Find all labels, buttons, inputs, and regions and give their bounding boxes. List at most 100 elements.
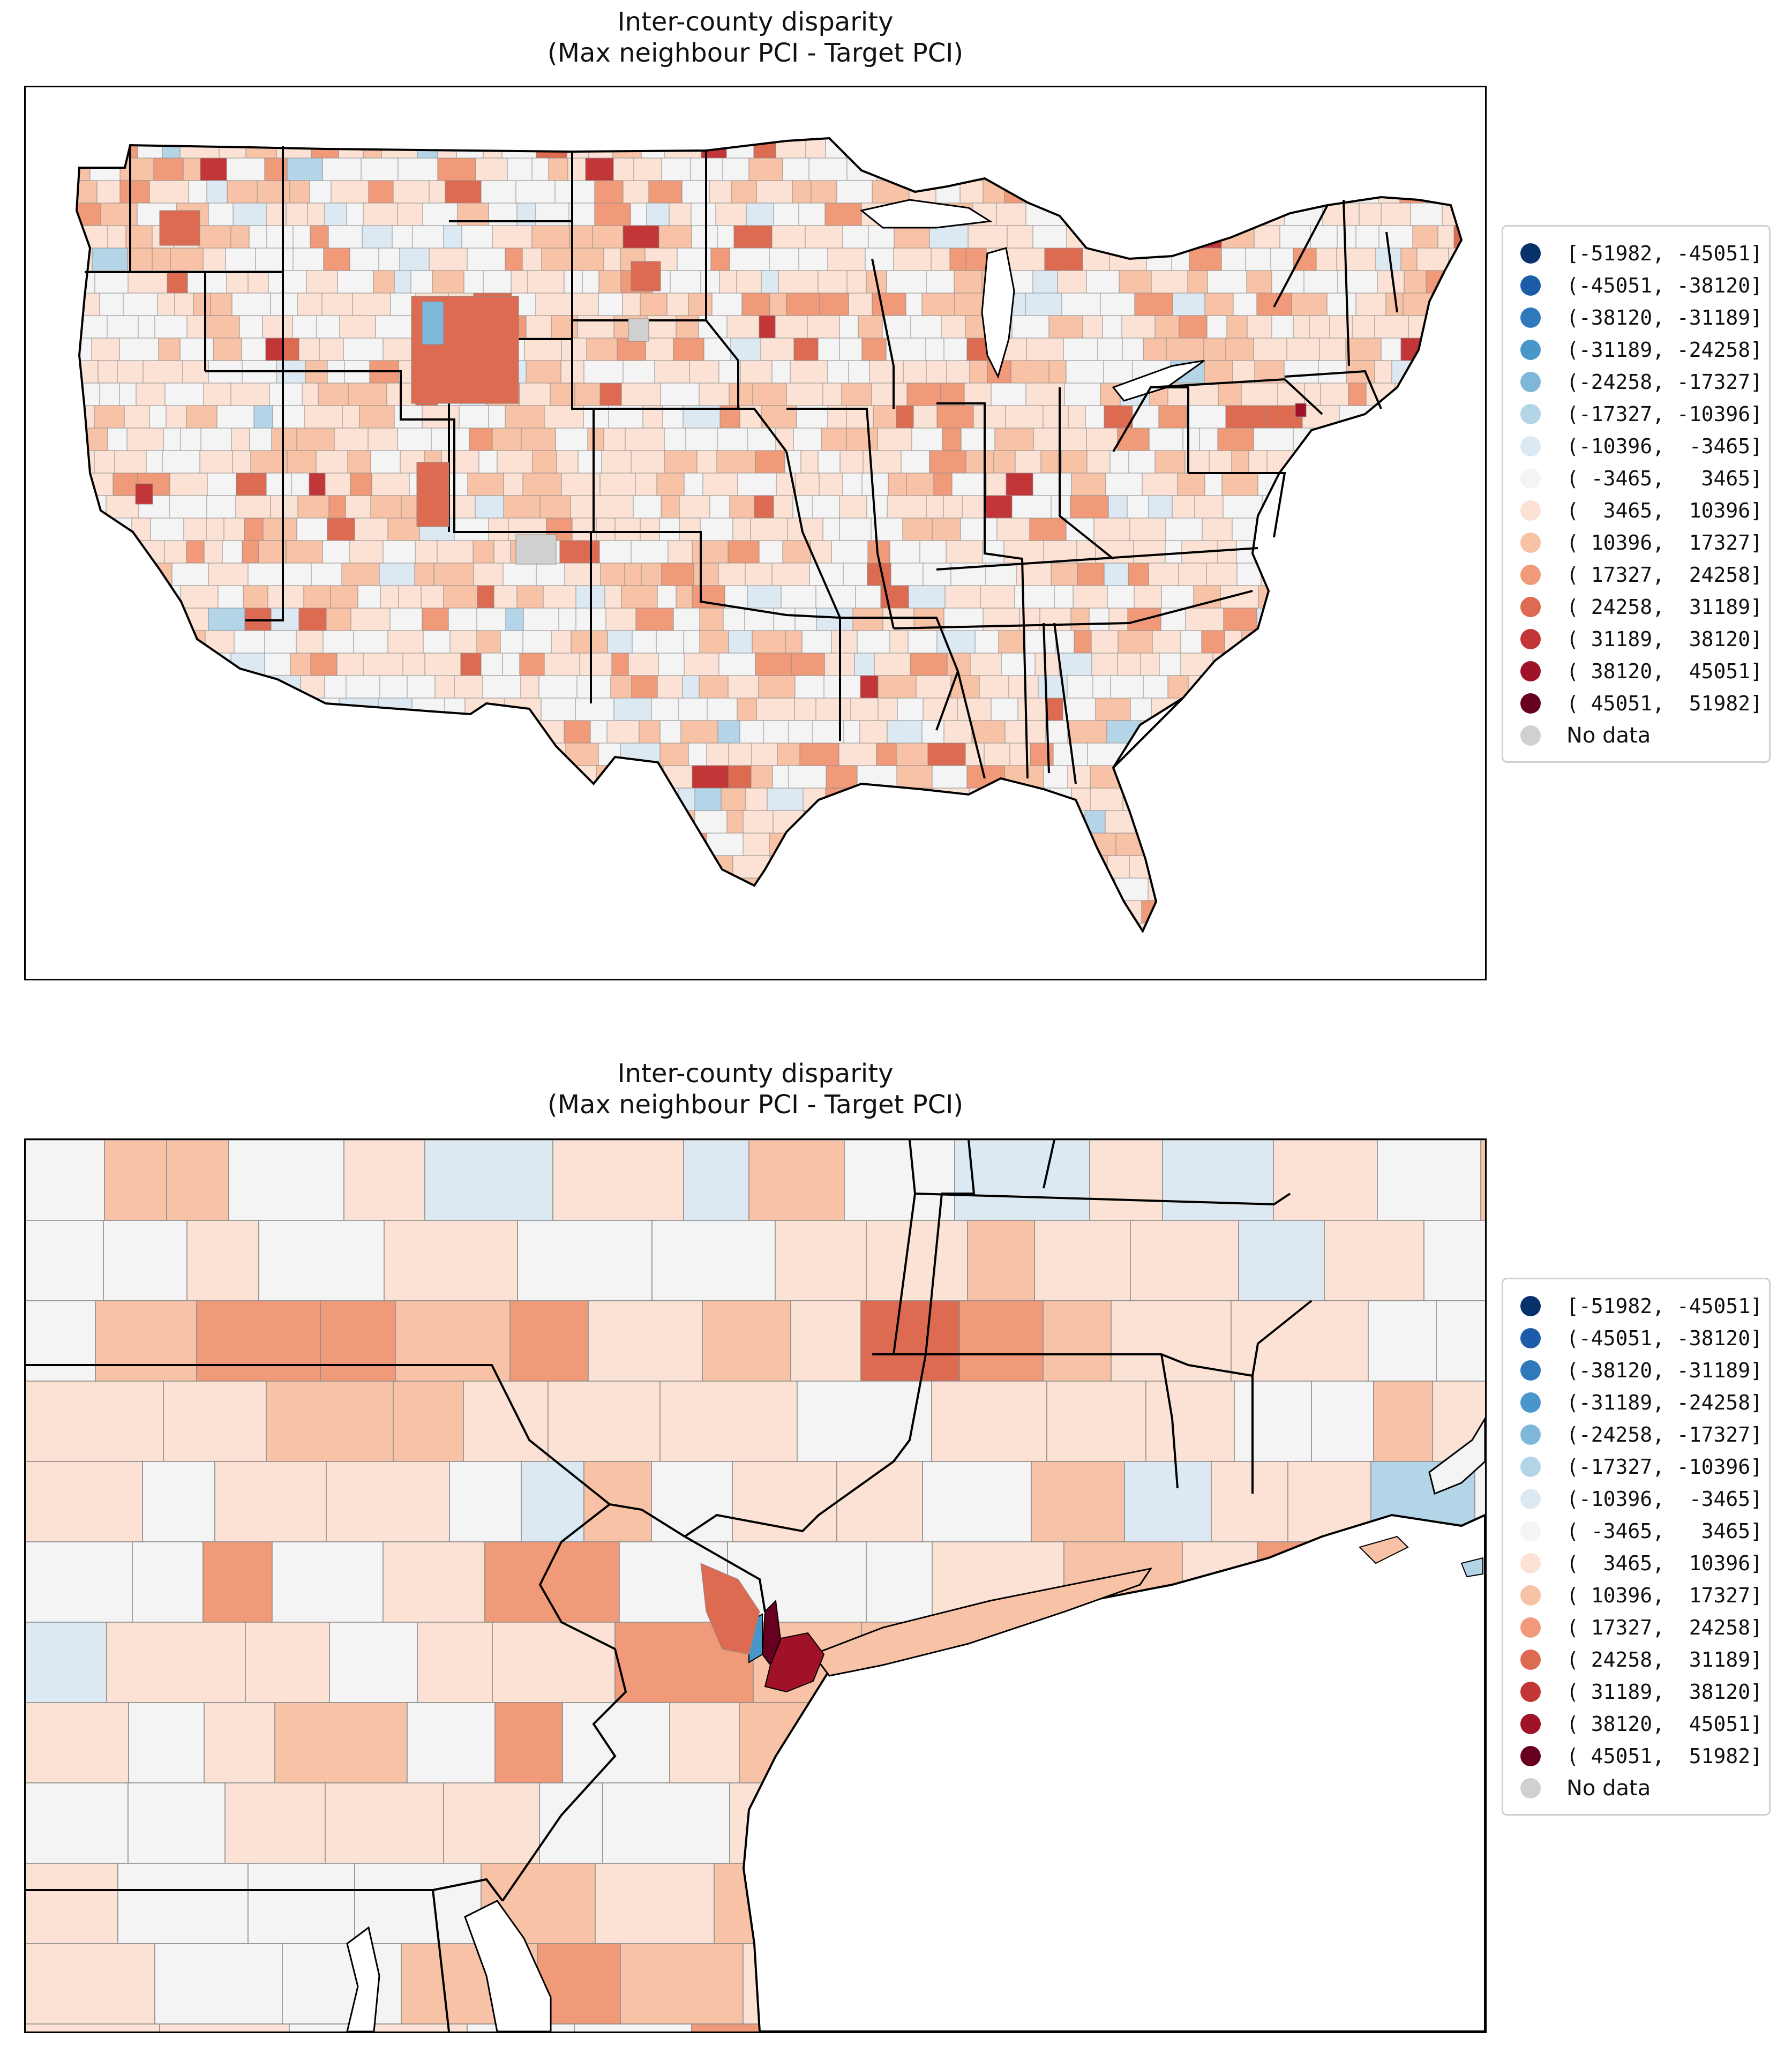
county xyxy=(1118,630,1153,654)
county xyxy=(26,1702,129,1783)
county xyxy=(1293,675,1310,699)
county xyxy=(657,675,683,699)
county xyxy=(567,158,586,181)
county xyxy=(906,473,934,496)
county xyxy=(855,833,884,856)
county xyxy=(1377,1140,1481,1221)
county xyxy=(794,675,824,699)
county xyxy=(532,450,557,474)
county xyxy=(1142,473,1178,496)
county xyxy=(1133,138,1154,159)
county xyxy=(1404,270,1427,294)
county xyxy=(1134,293,1173,316)
legend-label: ( 45051, 51982] xyxy=(1566,1744,1763,1768)
county xyxy=(268,270,307,294)
county xyxy=(1399,540,1434,564)
county xyxy=(717,428,748,451)
county xyxy=(517,900,537,924)
county xyxy=(1445,743,1461,766)
county xyxy=(168,765,194,789)
county xyxy=(341,833,368,856)
county xyxy=(741,923,773,931)
county-cluster-utah xyxy=(416,462,449,527)
county xyxy=(1007,788,1038,811)
map-title-2-line2: (Max neighbour PCI - Target PCI) xyxy=(547,1090,964,1120)
county xyxy=(611,900,641,924)
county xyxy=(848,360,870,384)
county xyxy=(986,473,1007,496)
county xyxy=(183,158,201,181)
county xyxy=(624,563,642,586)
county xyxy=(1333,473,1354,496)
county xyxy=(1336,563,1364,586)
county xyxy=(782,540,811,564)
county xyxy=(929,225,969,249)
county xyxy=(1329,518,1362,541)
county xyxy=(772,765,789,789)
county xyxy=(1223,495,1263,519)
map-title-2: Inter-county disparity (Max neighbour PC… xyxy=(24,1058,1487,1120)
county xyxy=(1078,158,1102,181)
county xyxy=(677,923,706,931)
county xyxy=(1273,1140,1378,1221)
county xyxy=(946,540,983,564)
county xyxy=(393,180,430,204)
county xyxy=(1209,900,1228,924)
county xyxy=(1102,315,1122,339)
county xyxy=(890,900,929,924)
county xyxy=(669,203,692,226)
county xyxy=(293,225,311,249)
county xyxy=(291,473,310,496)
county xyxy=(1151,270,1188,294)
county xyxy=(353,810,376,834)
county xyxy=(1433,360,1461,384)
county xyxy=(923,563,951,586)
county xyxy=(822,383,842,406)
county xyxy=(745,563,773,586)
county xyxy=(957,698,992,721)
county xyxy=(1411,495,1437,519)
county xyxy=(1209,878,1232,901)
county xyxy=(77,923,105,931)
county xyxy=(171,653,192,676)
county xyxy=(927,810,959,834)
county xyxy=(1066,518,1094,541)
county xyxy=(368,428,398,451)
county xyxy=(659,743,689,766)
county xyxy=(538,675,578,699)
county xyxy=(756,698,795,721)
county xyxy=(1433,855,1457,879)
county xyxy=(599,540,632,564)
county xyxy=(193,293,211,316)
county xyxy=(670,878,700,901)
county xyxy=(1413,360,1434,384)
county xyxy=(1067,765,1091,789)
county xyxy=(1286,338,1320,361)
county xyxy=(548,1381,661,1462)
county xyxy=(296,630,324,654)
county xyxy=(1443,878,1461,901)
county xyxy=(1143,338,1167,361)
county xyxy=(350,473,372,496)
county xyxy=(1422,675,1446,699)
county xyxy=(790,360,828,384)
county xyxy=(1437,810,1461,834)
county xyxy=(635,608,674,631)
county xyxy=(311,563,342,586)
county xyxy=(1004,248,1045,271)
county xyxy=(331,180,369,204)
county xyxy=(467,248,506,271)
county xyxy=(522,248,542,271)
county xyxy=(867,878,895,901)
county xyxy=(1409,563,1430,586)
legend-swatch xyxy=(1520,468,1541,489)
legend-item: ( 17327, 24258] xyxy=(1503,559,1769,591)
county xyxy=(1044,248,1083,271)
county xyxy=(698,315,728,339)
county xyxy=(775,428,794,451)
county xyxy=(1044,158,1079,181)
county xyxy=(229,810,251,834)
county xyxy=(818,338,840,361)
county xyxy=(691,203,716,226)
legend-item: ( 3465, 10396] xyxy=(1503,494,1769,527)
